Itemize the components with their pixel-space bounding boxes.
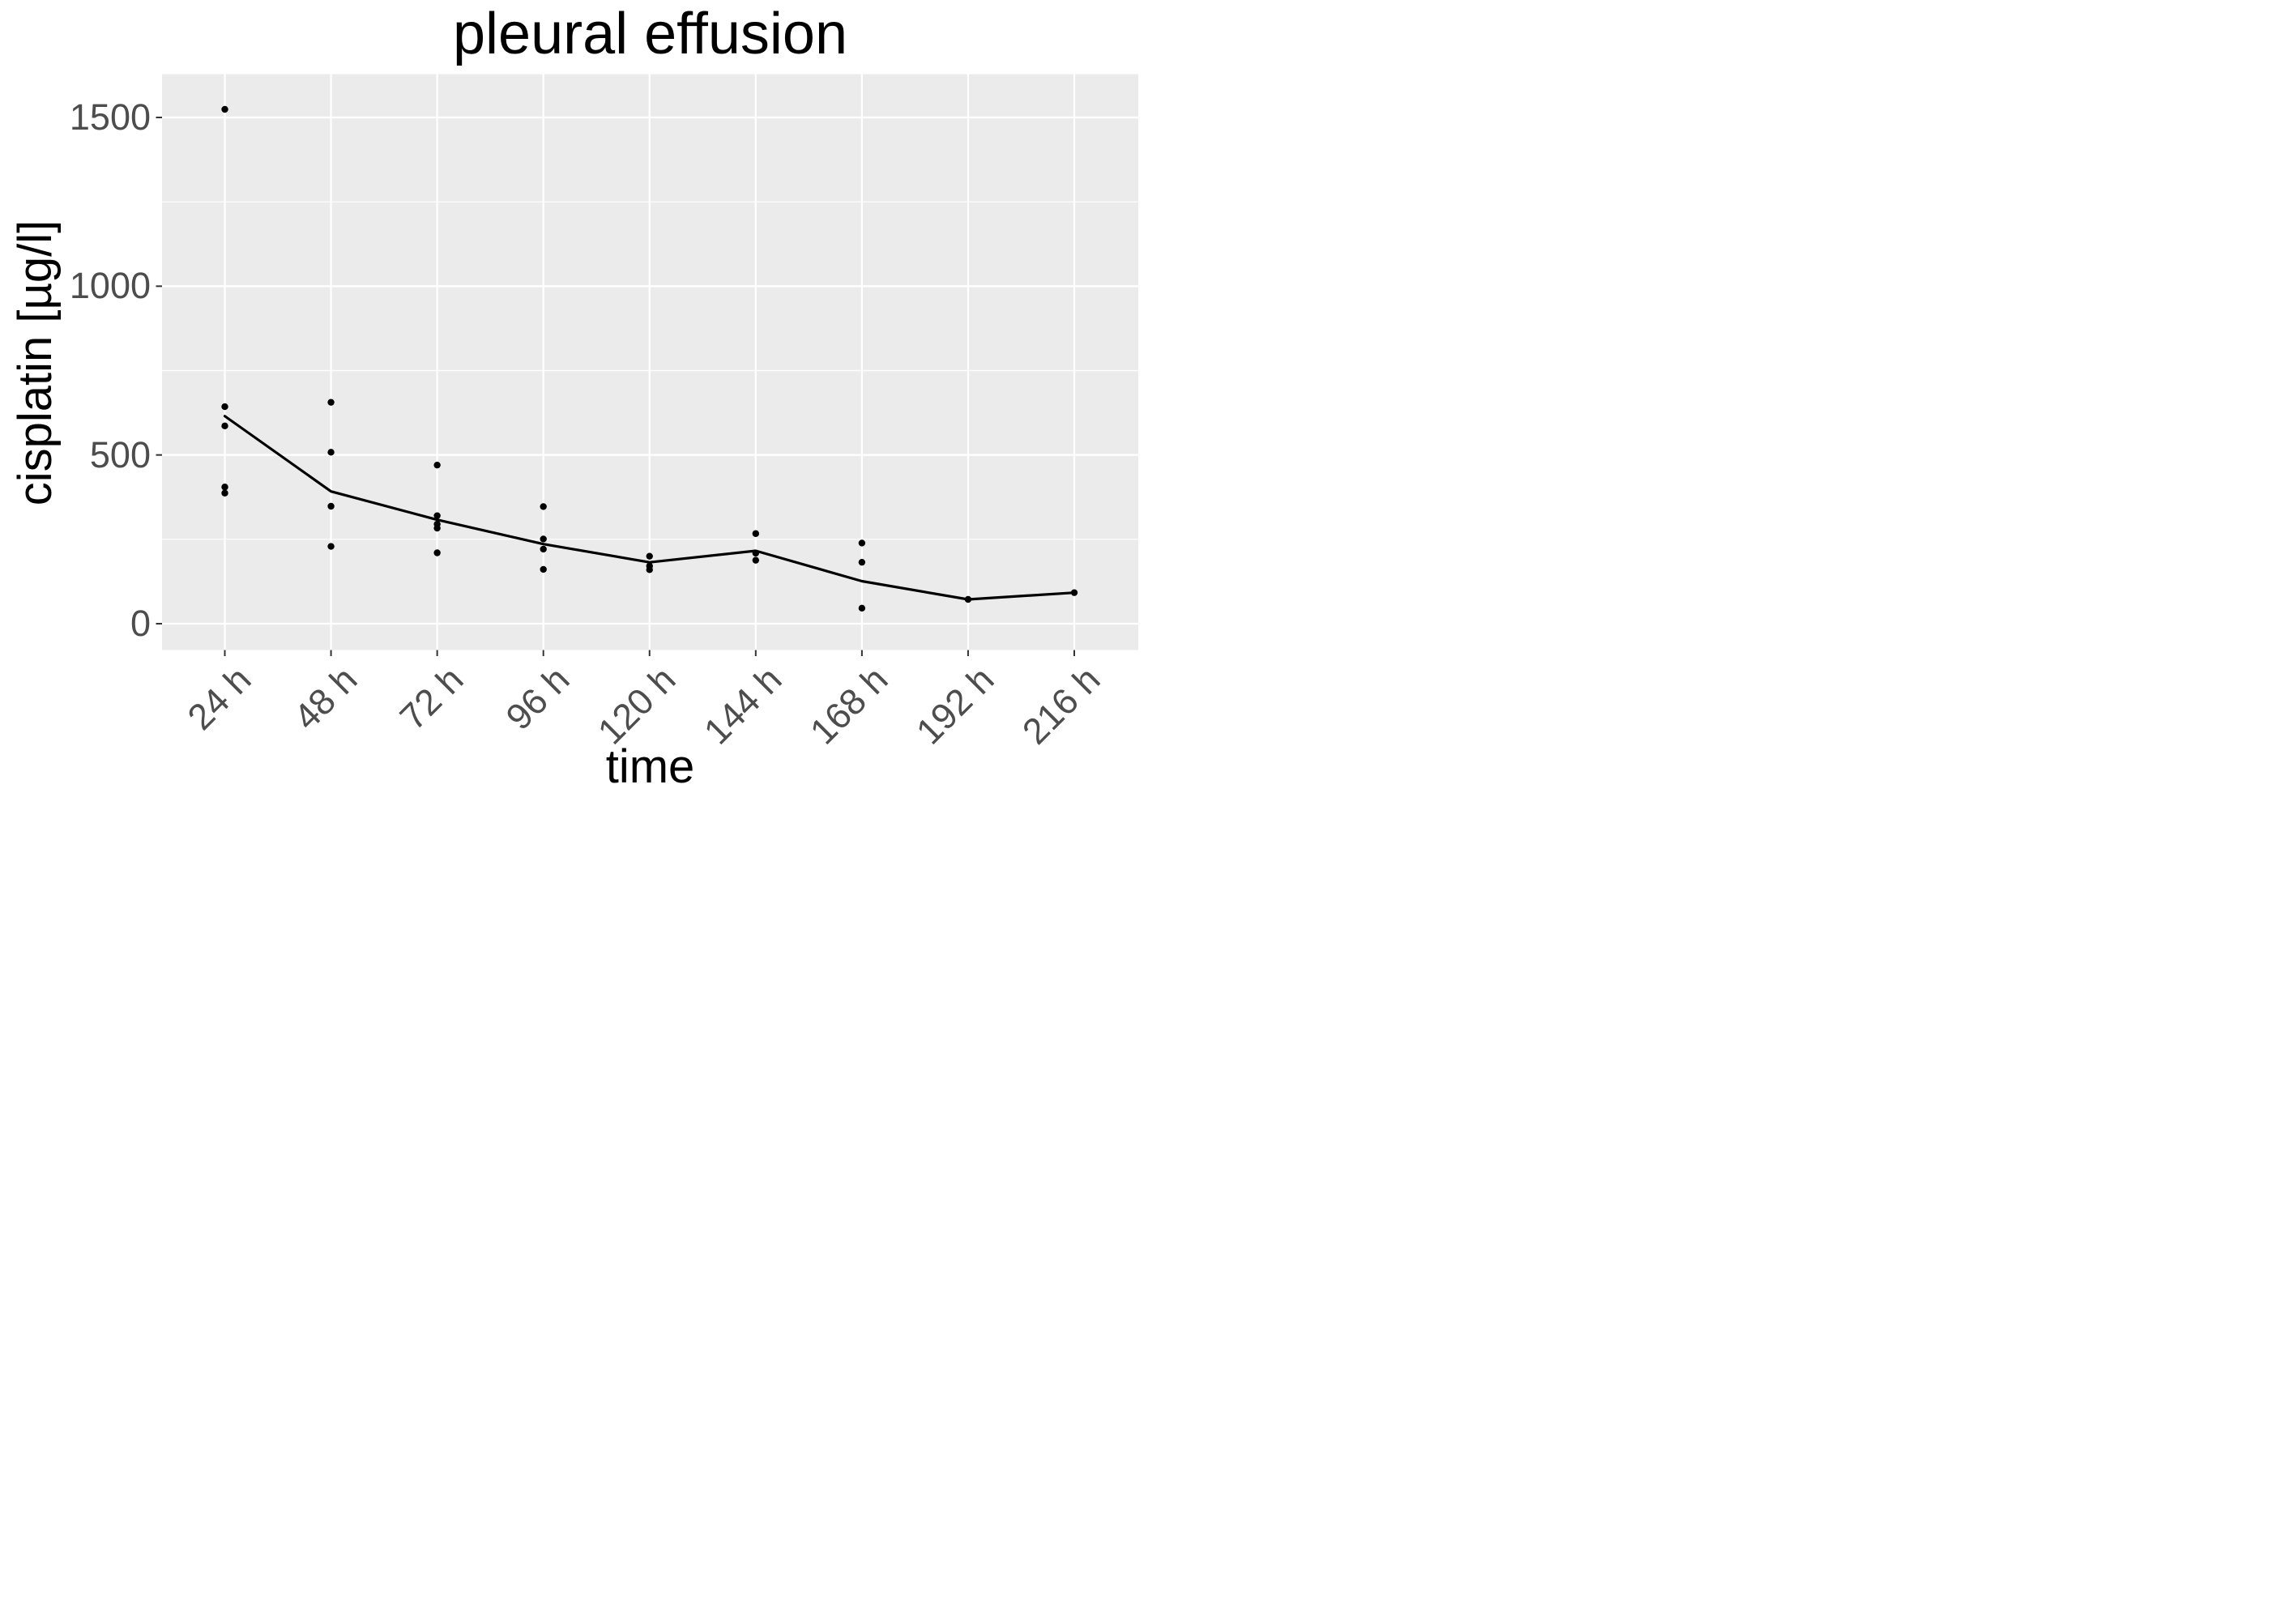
data-point [433,512,441,519]
data-point [752,549,760,557]
data-point [221,403,228,411]
data-point [646,566,653,573]
y-tick-label: 1000 [69,265,151,307]
data-point [540,565,547,573]
data-point [858,539,866,547]
data-point [221,105,228,113]
data-point [858,558,866,566]
y-tick-label: 1500 [69,96,151,138]
chart-figure: pleural effusion cisplatin [µg/l] 0 500 10… [0,0,1148,802]
data-point [433,549,441,556]
chart-title: pleural effusion [452,2,848,66]
data-point [433,524,441,532]
data-point [646,552,653,560]
data-point [752,530,760,537]
data-point [540,503,547,510]
data-point [221,484,228,491]
y-tick-label: 500 [89,433,151,475]
data-point [752,556,760,564]
data-point [540,535,547,543]
data-point [858,604,866,612]
data-point [327,502,335,510]
y-tick-label: 0 [130,603,151,644]
data-point [327,543,335,550]
data-point [327,399,335,406]
x-axis-title: time [605,740,695,793]
data-point [327,449,335,456]
trend-line [223,415,1076,601]
data-point [1070,589,1078,596]
data-point [221,489,228,497]
data-point [221,422,228,430]
data-point [540,545,547,553]
plot-panel [156,74,1138,656]
data-point [964,595,972,603]
data-point [433,461,441,469]
